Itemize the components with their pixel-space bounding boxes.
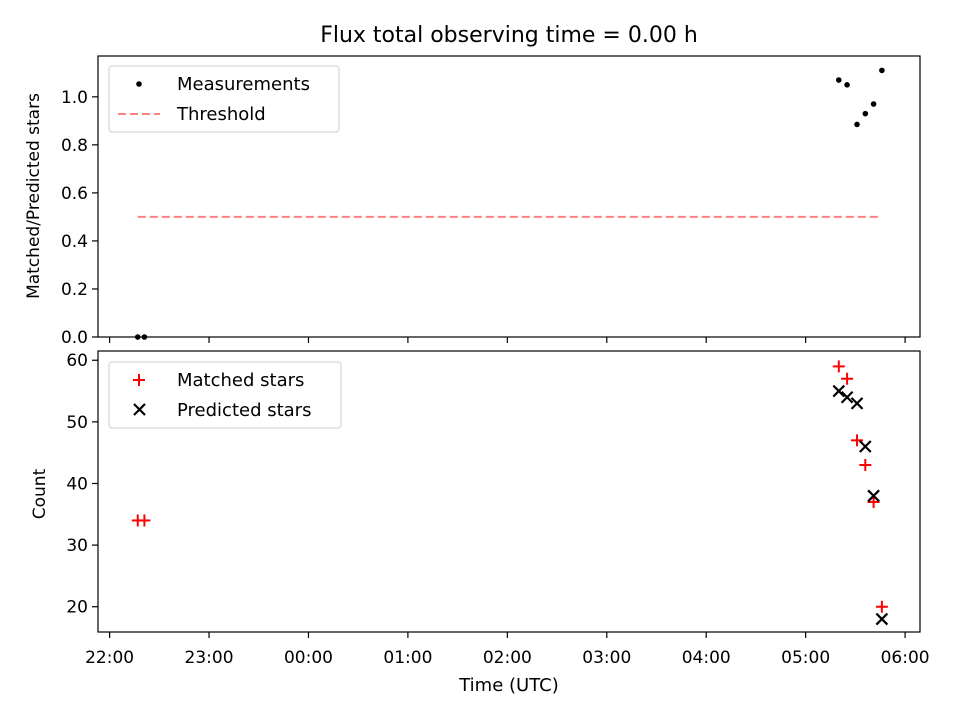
measurements-point (879, 67, 885, 74)
predicted-stars-point (840, 390, 854, 404)
measurements-point (870, 101, 877, 107)
matched-stars-point (851, 434, 864, 447)
legend-label-threshold: Threshold (176, 104, 266, 125)
bottom-y-tick-label: 30 (66, 536, 88, 556)
predicted-stars-point (850, 397, 864, 410)
top-axes-frame (97, 55, 921, 338)
legend-label-matched-stars: Matched stars (177, 370, 304, 391)
top-panel: 0.0 0.2 0.4 0.6 0.8 1.0 Matched/Predicted sta… (24, 55, 921, 348)
bottom-legend-frame (108, 361, 342, 429)
bottom-y-tick-label: 50 (66, 413, 88, 433)
measurements-point (862, 110, 869, 117)
x-tick-label: 02:00 (483, 648, 532, 668)
x-tick-label: 06:00 (881, 648, 930, 668)
top-plot-area (134, 67, 885, 340)
measurements-point (844, 82, 850, 88)
predicted-stars-point (867, 489, 880, 503)
x-tick-label: 01:00 (383, 648, 432, 668)
top-y-tick-label: 0.0 (61, 328, 88, 348)
bottom-legend: Matched stars Predicted stars (108, 361, 342, 429)
legend-marker-matched-stars (133, 374, 145, 386)
matched-stars-point (841, 372, 854, 385)
bottom-y-tick-label: 20 (66, 598, 88, 618)
bottom-y-tick-label: 60 (66, 351, 88, 371)
bottom-y-axis-label: Count (30, 468, 50, 519)
top-y-tick-label: 0.4 (61, 232, 88, 252)
matched-stars-point (875, 600, 888, 613)
legend-marker-predicted-stars (133, 403, 146, 416)
predicted-stars-point (875, 612, 889, 626)
top-y-axis-label: Matched/Predicted stars (24, 93, 44, 299)
top-y-axis: 0.0 0.2 0.4 0.6 0.8 1.0 (61, 88, 98, 348)
bottom-plot-area (131, 360, 889, 626)
legend-label-measurements: Measurements (177, 74, 310, 95)
x-tick-label: 00:00 (284, 648, 333, 668)
bottom-x-axis: 22:00 23:00 00:00 01:00 02:00 03:00 04:00 05:00… (85, 632, 930, 668)
x-axis-label: Time (UTC) (458, 675, 559, 696)
x-tick-label: 22:00 (85, 648, 134, 668)
legend-marker-measurements (136, 81, 142, 87)
x-tick-label: 05:00 (781, 648, 830, 668)
top-y-tick-label: 0.2 (61, 280, 88, 300)
predicted-stars-point (832, 384, 846, 398)
measurements-point (854, 121, 860, 128)
top-y-tick-label: 1.0 (61, 88, 88, 108)
predicted-stars-point (859, 440, 872, 453)
measurements-point (835, 77, 842, 83)
chart-title: Flux total observing time = 0.00 h (320, 23, 698, 48)
top-x-axis (109, 337, 906, 343)
top-legend-frame (108, 65, 340, 133)
matched-stars-point (859, 459, 872, 472)
top-legend: Measurements Threshold (108, 65, 340, 133)
bottom-panel: 20 30 40 50 60 22:00 23:00 00:00 01:00 02:00 03:0… (30, 350, 930, 696)
x-tick-label: 04:00 (682, 648, 731, 668)
top-y-tick-label: 0.6 (61, 184, 88, 204)
bottom-y-axis: 20 30 40 50 60 (66, 351, 98, 618)
matched-stars-point (867, 495, 880, 508)
bottom-axes-frame (97, 350, 921, 633)
matched-stars-point (138, 514, 151, 527)
legend-label-predicted-stars: Predicted stars (177, 400, 311, 421)
bottom-y-tick-label: 40 (66, 474, 88, 494)
x-tick-label: 23:00 (185, 648, 234, 668)
x-tick-label: 03:00 (582, 648, 631, 668)
matched-stars-point (832, 360, 845, 373)
top-y-tick-label: 0.8 (61, 136, 88, 156)
